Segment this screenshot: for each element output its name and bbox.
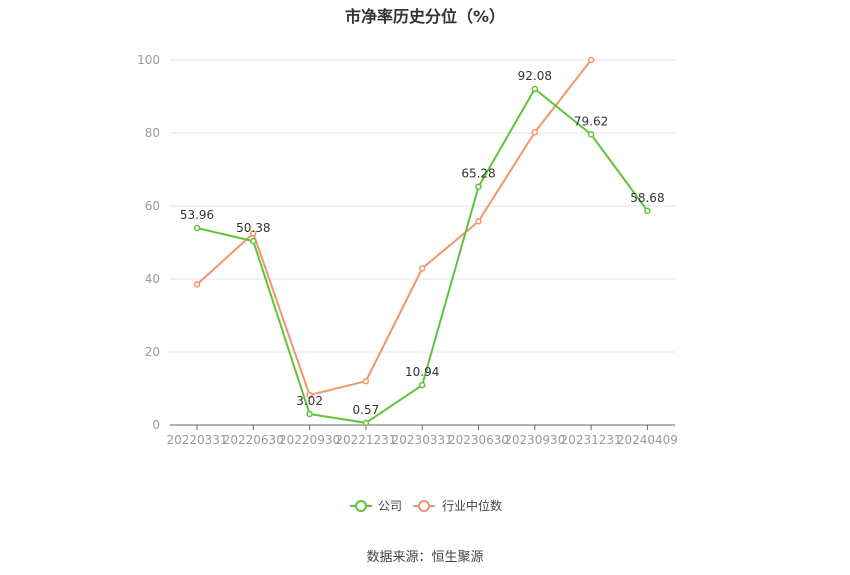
chart-title: 市净率历史分位（%） [344, 7, 506, 26]
x-tick-label: 20220331 [166, 433, 227, 447]
legend-label: 公司 [378, 499, 402, 513]
axes: 0 20 40 60 80 100 2022033120220630202209302022… [137, 53, 678, 447]
data-label: 79.62 [574, 114, 608, 128]
data-point[interactable] [193, 224, 201, 232]
y-tick-label: 20 [145, 345, 160, 359]
data-label: 3.02 [296, 394, 323, 408]
x-tick-label: 20220930 [279, 433, 340, 447]
data-point[interactable] [587, 131, 595, 138]
legend-item[interactable]: 公司 [350, 499, 402, 513]
data-point[interactable] [418, 381, 426, 389]
data-point[interactable] [250, 230, 257, 237]
legend-item[interactable]: 行业中位数 [413, 498, 502, 513]
data-label: 10.94 [405, 365, 439, 379]
data-point[interactable] [250, 237, 257, 245]
y-tick-label: 100 [137, 53, 160, 67]
data-point[interactable] [193, 281, 201, 288]
data-point[interactable] [362, 377, 370, 385]
series [193, 56, 651, 427]
x-tick-label: 20221231 [335, 433, 396, 447]
data-labels: 53.96 50.38 3.02 0.57 10.94 65.28 92.08 79.62 58… [180, 69, 665, 417]
data-point[interactable] [306, 410, 313, 418]
legend-marker [418, 500, 430, 512]
y-tick-label: 60 [145, 199, 160, 213]
source-note: 数据来源：恒生聚源 [366, 550, 484, 565]
data-point[interactable] [362, 419, 370, 427]
series-line [196, 59, 592, 397]
data-point[interactable] [531, 85, 539, 93]
legend-label: 行业中位数 [442, 498, 502, 513]
data-label: 65.28 [461, 167, 495, 181]
legend[interactable]: 公司 行业中位数 [350, 498, 502, 513]
data-label: 0.57 [353, 403, 380, 417]
data-point[interactable] [475, 218, 482, 225]
data-label: 92.08 [518, 69, 552, 83]
data-point[interactable] [531, 129, 539, 136]
legend-marker [355, 500, 367, 512]
x-tick-label: 20220630 [223, 433, 284, 447]
data-label: 50.38 [236, 221, 270, 235]
data-point[interactable] [644, 207, 651, 215]
y-tick-label: 40 [145, 272, 160, 286]
x-tick-label: 20230630 [448, 433, 509, 447]
x-tick-label: 20240409 [617, 433, 678, 447]
data-point[interactable] [418, 265, 426, 272]
grid [170, 59, 675, 353]
x-tick-label: 20230331 [392, 433, 453, 447]
data-label: 58.68 [630, 191, 664, 205]
data-point[interactable] [587, 56, 595, 64]
data-point[interactable] [306, 391, 313, 399]
x-tick-label: 20231231 [561, 433, 622, 447]
x-tick-label: 20230930 [504, 433, 565, 447]
data-label: 53.96 [180, 208, 214, 222]
data-point[interactable] [475, 183, 482, 190]
y-tick-label: 0 [152, 418, 160, 432]
y-tick-label: 80 [145, 126, 160, 140]
